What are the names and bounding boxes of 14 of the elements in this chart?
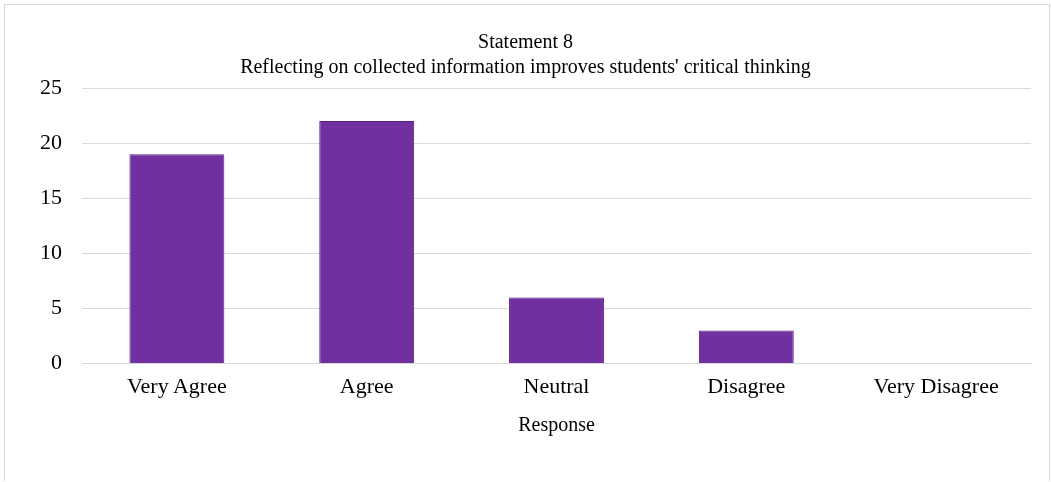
x-tick-label: Very Disagree	[873, 372, 999, 398]
y-tick-label: 10	[40, 239, 62, 265]
chart-title: Statement 8	[478, 29, 573, 52]
y-tick-label: 5	[51, 294, 62, 320]
x-tick-label: Very Agree	[127, 372, 227, 398]
y-tick-label: 20	[40, 128, 62, 154]
y-tick-label: 25	[40, 73, 62, 99]
y-tick-label: 0	[51, 349, 62, 375]
y-tick-label: 15	[40, 184, 62, 210]
x-axis-title: Response	[518, 413, 595, 437]
x-tick-label: Agree	[339, 372, 394, 398]
chart-subtitle: Reflecting on collected information improves students' critical thinking	[240, 54, 811, 78]
x-tick-label: Disagree	[707, 372, 786, 398]
x-tick-label: Neutral	[523, 372, 590, 398]
